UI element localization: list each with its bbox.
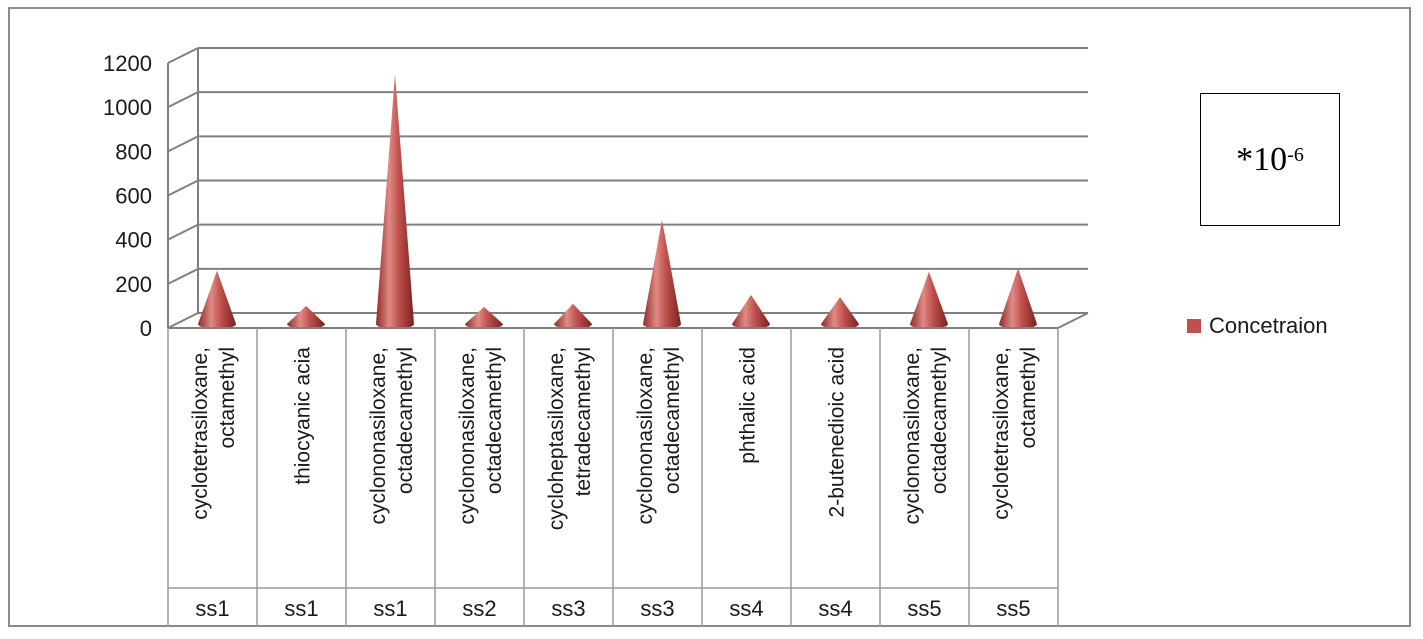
cone-body [287, 305, 325, 329]
group-label: ss4 [818, 596, 852, 621]
category-label: cyclononasiloxane, [901, 347, 924, 524]
cone-bar [732, 294, 770, 329]
cone-body [999, 268, 1037, 329]
cone-bar [554, 303, 592, 329]
multiplier-exponent: -6 [1287, 144, 1304, 166]
cone-body [643, 219, 681, 329]
legend-swatch [1187, 319, 1201, 333]
category-label: cycloheptasiloxane, [545, 347, 568, 530]
gridline-side [167, 91, 199, 109]
cone-body [198, 270, 236, 329]
gridline-side [167, 223, 199, 241]
category-label: octadecamethyl [483, 347, 506, 494]
multiplier-base: *10 [1236, 140, 1288, 178]
category-label: octadecamethyl [661, 347, 684, 494]
gridline-side [167, 135, 199, 153]
category-label: octadecamethyl [394, 347, 417, 494]
y-tick-label: 200 [115, 272, 152, 297]
cone-bar [821, 297, 859, 329]
multiplier-annotation: *10 -6 [1200, 93, 1340, 226]
cone-body [554, 303, 592, 329]
legend-label: Concetraion [1209, 313, 1328, 338]
gridline-side [167, 267, 199, 285]
group-label: ss1 [373, 596, 407, 621]
gridline-side [167, 179, 199, 197]
category-label: cyclononasiloxane, [456, 347, 479, 524]
group-label: ss3 [640, 596, 674, 621]
cone-body [376, 74, 414, 330]
y-tick-label: 600 [115, 184, 152, 209]
y-tick-label: 1200 [103, 51, 152, 76]
category-label: octamethyl [1017, 347, 1040, 449]
cone-bar [287, 305, 325, 329]
category-label: cyclononasiloxane, [634, 347, 657, 524]
group-label: ss4 [729, 596, 763, 621]
category-label: phthalic acid [737, 347, 760, 464]
y-tick-label: 400 [115, 228, 152, 253]
y-tick-label: 800 [115, 139, 152, 164]
y-tick-label: 0 [140, 316, 152, 341]
cone-body [465, 307, 503, 329]
cone-bar [910, 271, 948, 329]
category-label: thiocyanic acia [292, 347, 315, 485]
floor-right-edge [1057, 312, 1089, 329]
group-label: ss5 [907, 596, 941, 621]
category-label: octadecamethyl [928, 347, 951, 494]
category-label: cyclononasiloxane, [367, 347, 390, 524]
group-label: ss1 [284, 596, 318, 621]
group-label: ss1 [195, 596, 229, 621]
category-label: cyclotetrasiloxane, [990, 347, 1013, 520]
cone-body [732, 294, 770, 329]
gridline-side [167, 312, 199, 329]
chart-frame [8, 7, 1411, 627]
cone-bar [198, 270, 236, 329]
cone-body [821, 297, 859, 329]
y-tick-label: 1000 [103, 95, 152, 120]
cone-bar [643, 219, 681, 329]
group-label: ss2 [462, 596, 496, 621]
group-label: ss5 [996, 596, 1030, 621]
gridline-side [167, 47, 199, 64]
legend: Concetraion [1187, 313, 1328, 339]
cone-bar [999, 268, 1037, 329]
cone-body [910, 271, 948, 329]
cone-bar [376, 74, 414, 330]
category-label: 2-butenedioic acid [826, 347, 849, 517]
category-label: octamethyl [216, 347, 239, 449]
category-label: tetradecamethyl [572, 347, 595, 496]
group-label: ss3 [551, 596, 585, 621]
cone-bar [465, 307, 503, 329]
category-label: cyclotetrasiloxane, [189, 347, 212, 520]
